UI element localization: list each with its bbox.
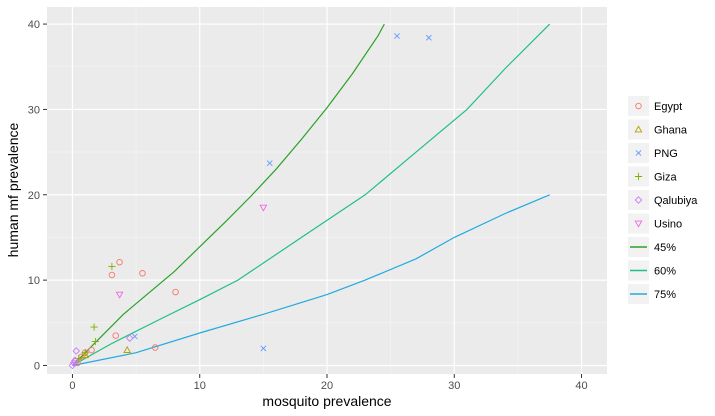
line-75pct — [72, 194, 550, 367]
point-egypt — [112, 332, 119, 339]
x-tick-label: 30 — [448, 380, 460, 392]
legend-key — [628, 190, 649, 210]
x-tick-label: 0 — [69, 380, 75, 392]
legend-label: 45% — [654, 242, 676, 254]
point-giza — [90, 323, 98, 331]
point-qalubiya — [125, 334, 134, 342]
y-tick-label: 0 — [34, 360, 40, 372]
point-egypt — [151, 344, 159, 351]
point-png — [394, 33, 400, 39]
point-egypt — [88, 346, 95, 354]
legend: Egypt Ghana PNG Giza Qalubiya Usino 45% 60% 75% — [628, 96, 698, 304]
point-qalubiya — [69, 359, 78, 367]
legend-label: 60% — [654, 266, 676, 278]
legend-label: PNG — [654, 148, 678, 160]
point-qalubiya — [72, 347, 81, 355]
y-tick-label: 20 — [28, 190, 40, 202]
x-axis-title: mosquito prevalence — [262, 393, 391, 409]
legend-key — [628, 213, 649, 234]
legend-marker-key — [634, 196, 643, 204]
x-tick-label: 40 — [575, 380, 587, 392]
legend-label: Qalubiya — [654, 195, 698, 207]
point-png — [425, 34, 432, 41]
point-png — [266, 160, 273, 167]
x-tick-label: 10 — [194, 380, 206, 392]
legend-marker-key — [634, 220, 643, 228]
point-usino — [259, 204, 268, 212]
legend-key — [628, 96, 649, 116]
legend-item-giza: Giza — [628, 166, 678, 187]
y-tick-label: 30 — [28, 104, 40, 116]
point-ghana — [123, 345, 132, 353]
point-egypt — [172, 288, 179, 296]
legend-item-75pct: 75% — [628, 284, 676, 304]
legend-marker-key — [635, 102, 642, 110]
point-egypt — [116, 258, 123, 266]
legend-label: Usino — [654, 219, 682, 231]
legend-item-qalubiya: Qalubiya — [628, 190, 698, 210]
point-usino — [115, 291, 124, 299]
point-giza — [81, 349, 89, 357]
point-qalubiya — [71, 356, 79, 365]
legend-item-usino: Usino — [628, 213, 682, 234]
legend-item-60pct: 60% — [628, 260, 676, 281]
grid-major — [47, 7, 607, 374]
legend-label: Giza — [654, 172, 678, 184]
y-tick-label: 10 — [28, 275, 40, 287]
point-ghana — [81, 351, 90, 359]
legend-label: Ghana — [654, 125, 688, 137]
x-tick-label: 20 — [321, 380, 333, 392]
legend-label: 75% — [654, 289, 676, 301]
point-egypt — [139, 270, 146, 277]
point-egypt — [108, 271, 116, 279]
legend-item-png: PNG — [628, 143, 678, 163]
point-qalubiya — [68, 361, 77, 370]
y-axis-title: human mf prevalence — [5, 122, 21, 257]
legend-marker-key — [634, 125, 643, 133]
legend-label: Egypt — [654, 101, 682, 113]
point-giza — [91, 337, 99, 346]
y-tick-label: 40 — [28, 19, 40, 31]
legend-item-45pct: 45% — [628, 237, 676, 257]
legend-item-egypt: Egypt — [628, 96, 682, 116]
series-lines — [72, 23, 551, 367]
line-45pct — [72, 23, 385, 366]
y-axis-ticks: 0 10 20 30 40 — [28, 19, 47, 372]
point-png — [260, 345, 267, 352]
legend-marker-key — [634, 172, 643, 181]
legend-marker-key — [635, 150, 642, 156]
legend-item-ghana: Ghana — [628, 119, 688, 140]
line-60pct — [72, 23, 551, 367]
x-axis-ticks: 0 10 20 30 40 — [69, 374, 588, 392]
legend-key — [628, 119, 649, 140]
series-points — [68, 33, 432, 370]
point-giza — [108, 262, 116, 271]
